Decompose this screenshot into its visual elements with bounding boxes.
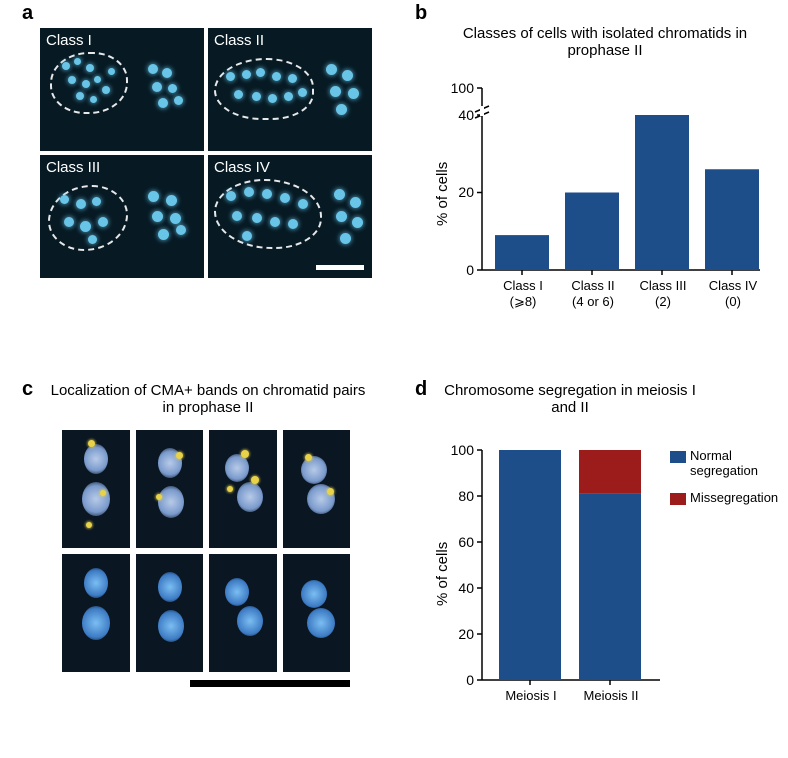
legend-label-normal-2: segregation [690,463,758,478]
panel-a-image-grid: Class I Class II [40,28,372,278]
legend-miss: Missegregation [670,490,778,505]
legend-normal: Normal segregation [670,448,758,478]
legend-box-normal [670,451,686,463]
micrograph-class-3: Class III [40,155,204,278]
bar-class-4 [705,169,759,270]
micrograph-label-2: Class II [214,32,264,49]
scalebar-a [316,265,364,270]
ytick-b-0: 0 [440,262,474,278]
cma-img-3 [209,430,277,548]
ytick-d-20: 20 [440,626,474,642]
ytick-b-40: 40 [440,107,474,123]
panel-b-label: b [415,2,427,25]
micrograph-label-4: Class IV [214,159,270,176]
xtick-b-3: Class III(2) [628,278,698,311]
cma-img-8 [283,554,351,672]
panel-b-ylabel: % of cells [434,162,451,226]
bar-meiosis2-normal [579,494,641,680]
micrograph-class-1: Class I [40,28,204,151]
xtick-d-1: Meiosis I [496,688,566,704]
figure-panel-container: a Class I Class II [0,0,788,758]
xtick-b-2: Class II(4 or 6) [558,278,628,311]
panel-b-title: Classes of cells with isolated chromatid… [440,25,770,59]
cma-img-7 [209,554,277,672]
panel-a-label: a [22,2,33,25]
ytick-d-100: 100 [434,442,474,458]
bar-class-2 [565,193,619,271]
panel-d-chart [430,430,680,710]
cma-img-6 [136,554,204,672]
legend-label-miss: Missegregation [690,490,778,505]
panel-c-image-grid [62,430,350,672]
scalebar-c [190,680,350,687]
panel-d-label: d [415,378,427,401]
cma-img-1 [62,430,130,548]
panel-d-ylabel: % of cells [434,542,451,606]
xtick-b-4: Class IV(0) [698,278,768,311]
bar-meiosis2-miss [579,450,641,494]
ytick-d-0: 0 [440,672,474,688]
bar-class-3 [635,115,689,270]
xtick-b-1: Class I(⩾8) [488,278,558,311]
ytick-d-80: 80 [440,488,474,504]
micrograph-label-1: Class I [46,32,92,49]
legend-label-normal: Normal [690,448,732,463]
cma-img-5 [62,554,130,672]
micrograph-class-4: Class IV [208,155,372,278]
xtick-d-2: Meiosis II [576,688,646,704]
panel-d-title: Chromosome segregation in meiosis I and … [440,382,700,416]
bar-class-1 [495,235,549,270]
legend-box-miss [670,493,686,505]
cma-img-2 [136,430,204,548]
panel-c-title: Localization of CMA+ bands on chromatid … [48,382,368,416]
cma-img-4 [283,430,351,548]
panel-c-label: c [22,378,33,401]
micrograph-class-2: Class II [208,28,372,151]
ytick-b-100: 100 [434,80,474,96]
bar-meiosis1-normal [499,450,561,680]
micrograph-label-3: Class III [46,159,100,176]
